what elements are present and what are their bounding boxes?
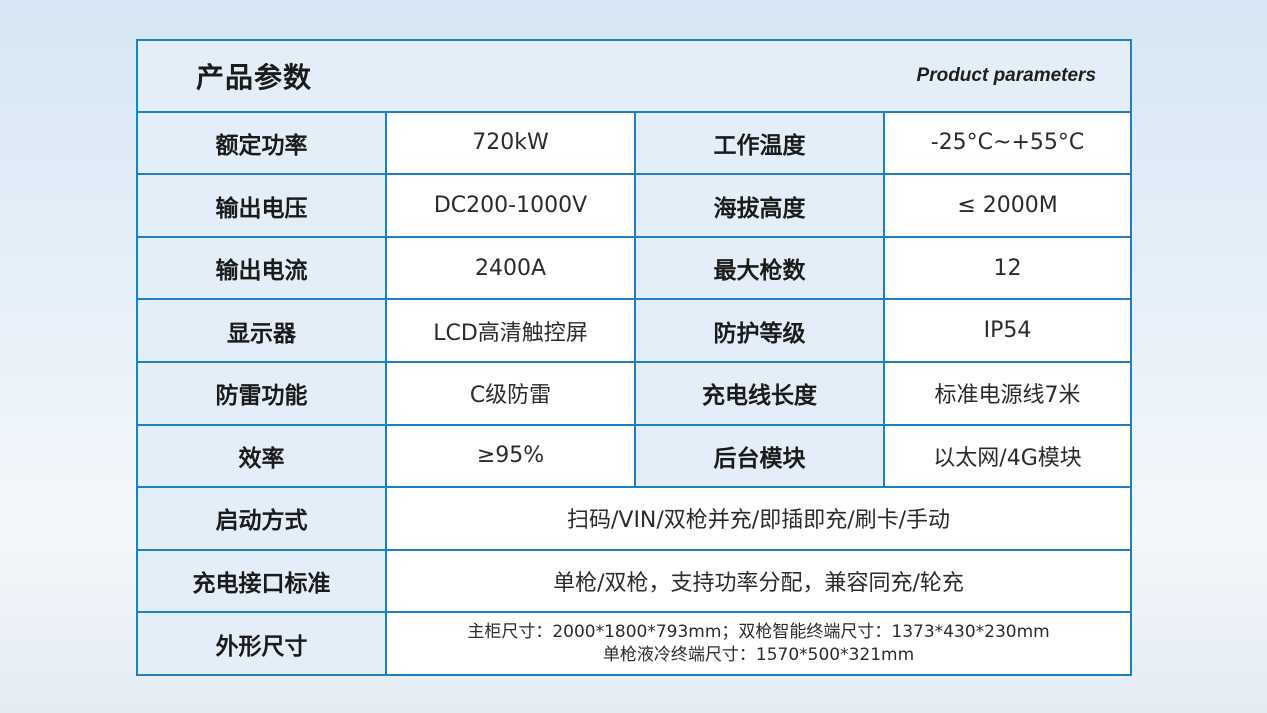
param-label: 外形尺寸 [138, 611, 387, 674]
table-header-row: 产品参数 Product parameters [138, 41, 1131, 113]
param-value: ≤ 2000M [882, 173, 1131, 238]
param-value: ≥95% [385, 423, 636, 489]
param-label: 输出电压 [138, 173, 387, 238]
dimensions-line: 单枪液冷终端尺寸：1570*500*321mm [602, 644, 915, 665]
param-label: 启动方式 [138, 486, 387, 551]
dimensions-value: 主柜尺寸：2000*1800*793mm；双枪智能终端尺寸：1373*430*2… [384, 611, 1131, 674]
table-row: 启动方式 扫码/VIN/双枪并充/即插即充/刷卡/手动 [138, 486, 1131, 551]
param-value: 单枪/双枪，支持功率分配，兼容同充/轮充 [384, 548, 1131, 614]
param-value: IP54 [882, 298, 1131, 363]
page-subtitle: Product parameters [916, 64, 1097, 86]
product-parameters-table: 产品参数 Product parameters 额定功率 720kW 工作温度 … [136, 39, 1132, 676]
param-value: 扫码/VIN/双枪并充/即插即充/刷卡/手动 [384, 486, 1131, 551]
param-label: 后台模块 [634, 423, 885, 489]
param-label: 充电接口标准 [138, 548, 387, 614]
param-label: 输出电流 [138, 235, 387, 301]
param-label: 效率 [138, 423, 387, 489]
table-header-cell: 产品参数 Product parameters [138, 41, 1131, 113]
table-row: 输出电压 DC200-1000V 海拔高度 ≤ 2000M [138, 173, 1131, 238]
table-row: 输出电流 2400A 最大枪数 12 [138, 235, 1131, 301]
param-label: 额定功率 [138, 110, 387, 176]
param-value: C级防雷 [385, 360, 636, 426]
dimensions-line: 主柜尺寸：2000*1800*793mm；双枪智能终端尺寸：1373*430*2… [467, 621, 1050, 642]
param-value: LCD高清触控屏 [385, 298, 636, 363]
param-label: 防雷功能 [138, 360, 387, 426]
parameters-grid: 产品参数 Product parameters 额定功率 720kW 工作温度 … [138, 41, 1131, 674]
param-label: 显示器 [138, 298, 387, 363]
param-label: 工作温度 [634, 110, 885, 176]
param-label: 最大枪数 [634, 235, 885, 301]
param-label: 海拔高度 [634, 173, 885, 238]
table-row: 效率 ≥95% 后台模块 以太网/4G模块 [138, 423, 1131, 489]
param-value: 以太网/4G模块 [882, 423, 1131, 489]
param-label: 充电线长度 [634, 360, 885, 426]
table-row: 防雷功能 C级防雷 充电线长度 标准电源线7米 [138, 360, 1131, 426]
param-label: 防护等级 [634, 298, 885, 363]
param-value: 2400A [385, 235, 636, 301]
table-row: 外形尺寸 主柜尺寸：2000*1800*793mm；双枪智能终端尺寸：1373*… [138, 611, 1131, 674]
table-row: 充电接口标准 单枪/双枪，支持功率分配，兼容同充/轮充 [138, 548, 1131, 614]
page-title: 产品参数 [196, 60, 313, 94]
param-value: 720kW [385, 110, 636, 176]
param-value: DC200-1000V [385, 173, 636, 238]
param-value: 12 [882, 235, 1131, 301]
param-value: 标准电源线7米 [882, 360, 1131, 426]
table-row: 显示器 LCD高清触控屏 防护等级 IP54 [138, 298, 1131, 363]
param-value: -25°C~+55°C [882, 110, 1131, 176]
table-row: 额定功率 720kW 工作温度 -25°C~+55°C [138, 110, 1131, 176]
